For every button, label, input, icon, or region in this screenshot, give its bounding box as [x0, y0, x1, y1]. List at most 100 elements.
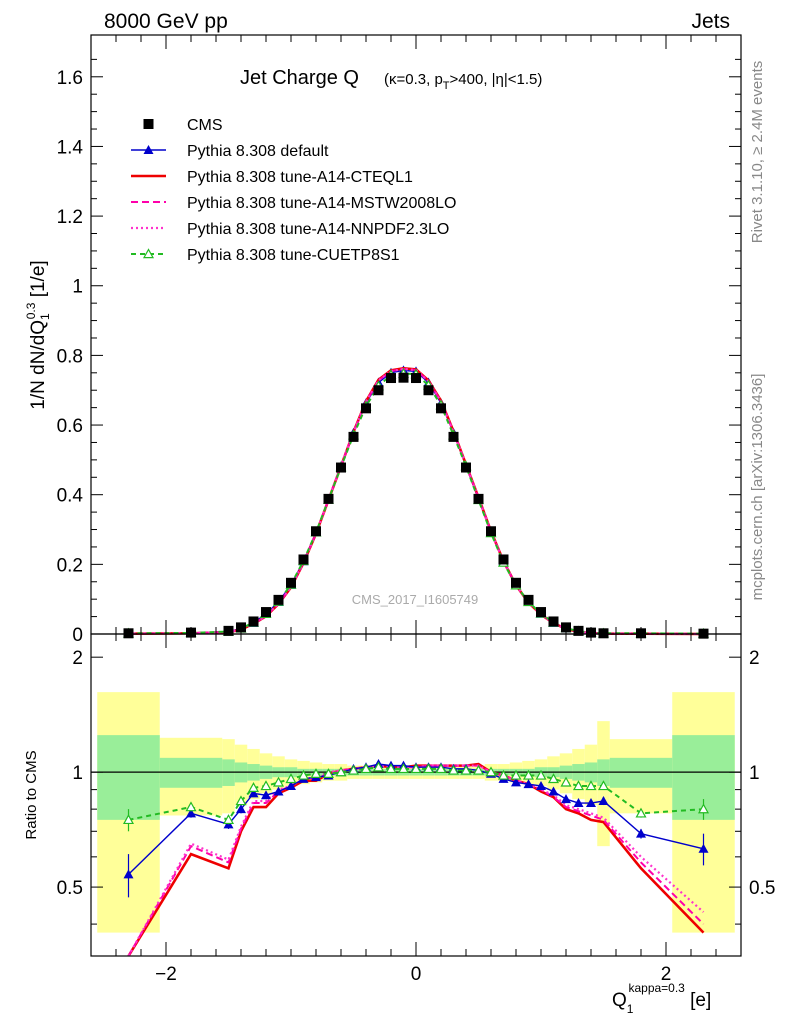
- ratio-cuetp8s1-marker-27: [535, 769, 547, 780]
- main-cms-point-27: [536, 607, 546, 618]
- ratio-cuetp8s1-marker-9: [310, 768, 322, 779]
- main-cms-point-0: [123, 628, 134, 639]
- main-cms-point-28: [548, 616, 559, 627]
- main-cms-point-4: [248, 616, 259, 627]
- legend-marker-default: [143, 145, 154, 154]
- ratio-cuetp8s1-marker-17: [410, 763, 422, 774]
- x-tick-label-2: 2: [661, 964, 672, 985]
- main-y-tick-label-7: 1.4: [57, 137, 84, 158]
- main-cms-point-11: [336, 462, 346, 473]
- x-axis-label: Q1kappa=0.3 [e]: [612, 981, 711, 1016]
- main-cms-point-8: [298, 554, 309, 565]
- main-cms-point-13: [361, 403, 371, 414]
- main-cms-point-6: [273, 594, 284, 605]
- main-y-tick-label-3: 0.6: [57, 416, 83, 437]
- ratio-default-marker-34: [698, 843, 709, 853]
- ratio-y-tick-label-left-0: 0.5: [57, 878, 83, 899]
- ratio-cuetp8s1-marker-25: [510, 769, 522, 780]
- ratio-default-marker-29: [561, 794, 571, 804]
- ratio-cuetp8s1-marker-22: [472, 764, 485, 775]
- ratio-default-marker-5: [261, 790, 271, 800]
- ratio-cuetp8s1-marker-24: [497, 769, 510, 780]
- mcplots-label: mcplots.cern.ch [arXiv:1306.3436]: [749, 374, 766, 601]
- main-y-tick-label-5: 1: [72, 277, 83, 298]
- main-y-tick-label-2: 0.4: [57, 486, 84, 507]
- ratio-default-marker-32: [598, 796, 609, 806]
- ratio-default-marker-31: [586, 798, 596, 808]
- ratio-cuetp8s1-marker-16: [397, 763, 410, 774]
- ratio-cuetp8s1-marker-34: [697, 803, 710, 814]
- legend-label-4: Pythia 8.308 tune-A14-NNPDF2.3LO: [187, 221, 449, 238]
- ratio-default-marker-33: [636, 828, 646, 838]
- ratio-cuetp8s1-marker-7: [285, 773, 297, 784]
- ratio-cuetp8s1-marker-13: [360, 763, 372, 774]
- ratio-default-marker-7: [286, 780, 296, 790]
- ratio-cuetp8s1-marker-15: [385, 763, 397, 774]
- ratio-default-marker-6: [273, 786, 284, 796]
- legend-marker-cms: [143, 119, 154, 129]
- ratio-default-marker-26: [523, 779, 534, 789]
- main-cms-point-32: [598, 628, 609, 639]
- main-cms-point-9: [311, 526, 321, 537]
- legend: CMS Pythia 8.308 default Pythia 8.308 tune…: [131, 117, 456, 264]
- main-y-axis-label: 1/N dN/dQ10.3 [1/e]: [24, 260, 52, 409]
- ratio-cuetp8s1-marker-20: [447, 764, 460, 775]
- main-cms-point-7: [286, 577, 296, 588]
- ratio-band-inner-33: [609, 757, 673, 788]
- rivet-label: Rivet 3.1.10, ≥ 2.4M events: [749, 61, 766, 244]
- ratio-default-marker-3: [236, 804, 246, 814]
- main-cms-point-22: [473, 493, 484, 504]
- ratio-default-marker-1: [186, 808, 196, 818]
- ratio-default-marker-25: [511, 777, 521, 787]
- ratio-cuetp8s1-marker-1: [185, 801, 197, 812]
- ratio-cuetp8s1-marker-21: [460, 764, 472, 775]
- ratio-cuetp8s1-marker-32: [597, 780, 610, 791]
- ratio-cuetp8s1-marker-33: [635, 807, 647, 818]
- legend-label-3: Pythia 8.308 tune-A14-MSTW2008LO: [187, 195, 456, 212]
- ratio-frame: 0.5 0.5 1 1 2 2 −2 0 2: [57, 633, 775, 985]
- main-cms-point-24: [498, 554, 509, 565]
- ratio-y-tick-label-left-2: 2: [72, 648, 83, 669]
- ratio-y-axis-label: Ratio to CMS: [23, 750, 40, 839]
- ratio-cuetp8s1-marker-0: [122, 814, 135, 825]
- plot-title: Jet Charge Q (κ=0.3, pT>400, |η|<1.5): [240, 67, 542, 92]
- x-tick-label-1: 0: [411, 964, 422, 985]
- main-cms-point-25: [511, 577, 521, 588]
- ratio-cuetp8s1-marker-28: [547, 773, 560, 784]
- ratio-default-marker-28: [548, 786, 559, 796]
- main-y-tick-label-1: 0.2: [57, 555, 83, 576]
- ratio-cuetp8s1-marker-4: [247, 782, 260, 792]
- main-frame: 0 0.2 0.4 0.6 0.8 1 1.2 1.4 1.6: [57, 34, 742, 646]
- main-y-tick-label-0: 0: [72, 625, 83, 646]
- ratio-y-tick-label-left-1: 1: [72, 763, 83, 784]
- main-cms-point-5: [261, 607, 271, 618]
- main-cms-point-19: [436, 403, 446, 414]
- main-cms-point-17: [411, 373, 421, 384]
- ratio-band-inner-1: [159, 757, 223, 788]
- ratio-cuetp8s1-marker-8: [297, 769, 310, 780]
- main-cms-point-12: [348, 431, 359, 442]
- main-y-tick-label-8: 1.6: [57, 68, 83, 89]
- main-y-tick-label-4: 0.8: [57, 346, 83, 367]
- main-cms-point-18: [423, 385, 434, 396]
- ratio-cuetp8s1-marker-6: [272, 776, 285, 787]
- legend-label-5: Pythia 8.308 tune-CUETP8S1: [187, 247, 400, 264]
- main-cms-point-26: [523, 594, 534, 605]
- legend-label-1: Pythia 8.308 default: [187, 143, 329, 160]
- ratio-default-marker-30: [573, 798, 584, 808]
- ratio-cuetp8s1-marker-14: [372, 761, 385, 772]
- ratio-y-tick-label-right-0: 0.5: [749, 878, 775, 899]
- ratio-cuetp8s1-marker-3: [235, 795, 247, 806]
- main-cms-point-15: [386, 373, 396, 384]
- main-cms-point-14: [373, 385, 384, 396]
- ratio-cuetp8s1-marker-19: [435, 763, 447, 774]
- main-cms-point-21: [461, 462, 471, 473]
- main-cms-point-30: [573, 625, 584, 636]
- ratio-cuetp8s1-marker-31: [585, 780, 597, 791]
- legend-label-0: CMS: [187, 117, 223, 134]
- ratio-cuetp8s1-marker-18: [422, 763, 435, 774]
- main-cms-point-20: [448, 431, 459, 442]
- header-energy-label: 8000 GeV pp: [104, 10, 228, 33]
- ratio-cuetp8s1-marker-23: [485, 766, 497, 777]
